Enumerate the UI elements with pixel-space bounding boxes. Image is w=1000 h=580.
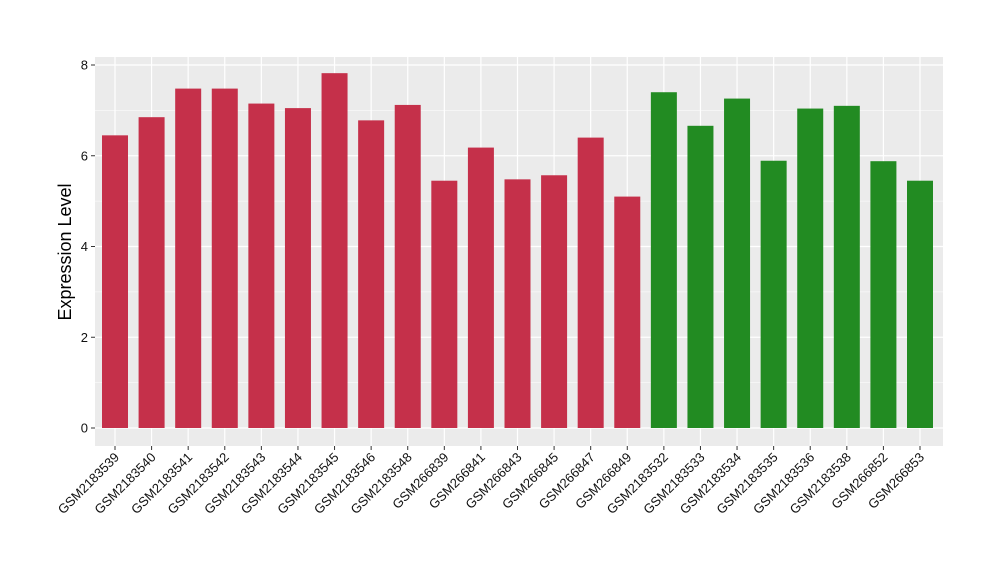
bar bbox=[394, 104, 421, 429]
bar bbox=[760, 160, 787, 428]
bar bbox=[541, 175, 568, 428]
x-axis: GSM2183539GSM2183540GSM2183541GSM2183542… bbox=[55, 446, 927, 517]
bar bbox=[321, 73, 348, 428]
y-tick-label: 0 bbox=[81, 421, 88, 436]
bar bbox=[284, 108, 311, 428]
bar bbox=[907, 180, 933, 428]
bar bbox=[687, 125, 714, 429]
bar bbox=[797, 108, 824, 428]
bar bbox=[650, 92, 677, 428]
bar bbox=[175, 88, 202, 428]
bar bbox=[870, 161, 897, 428]
bar bbox=[614, 196, 641, 428]
bar bbox=[833, 105, 860, 429]
bar bbox=[211, 88, 238, 428]
bar bbox=[102, 135, 128, 429]
bar bbox=[467, 147, 494, 428]
y-tick-label: 4 bbox=[81, 239, 88, 254]
y-tick-label: 2 bbox=[81, 330, 88, 345]
y-axis-title: Expression Level bbox=[55, 183, 75, 320]
bar bbox=[248, 103, 275, 428]
bar bbox=[504, 179, 531, 428]
y-axis: 0 2 4 6 8 bbox=[81, 58, 95, 436]
y-tick-label: 8 bbox=[81, 58, 88, 73]
bar bbox=[577, 137, 604, 428]
bar bbox=[138, 117, 165, 429]
bars bbox=[102, 73, 933, 429]
bar bbox=[724, 98, 751, 428]
y-tick-label: 6 bbox=[81, 148, 88, 163]
bar bbox=[358, 120, 385, 429]
bar bbox=[431, 180, 458, 428]
